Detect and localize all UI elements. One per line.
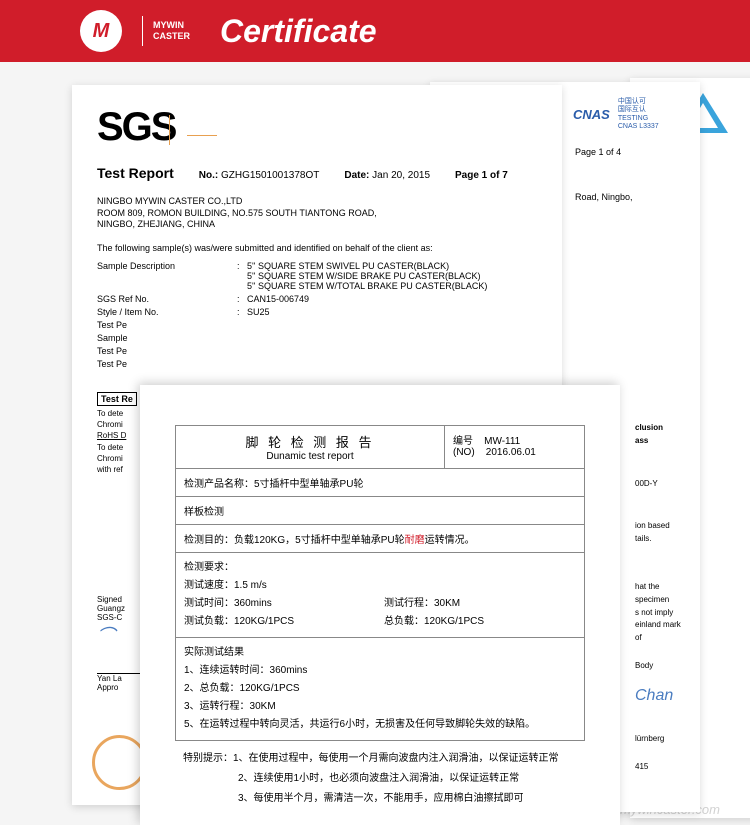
field-sample-desc: Sample Description: 5'' SQUARE STEM SWIV…	[97, 261, 537, 291]
header-bar: M MYWIN CASTER Certificate	[0, 0, 750, 62]
dyn-notes: 特别提示：1、在使用过程中，每使用一个月需向波盘内注入润滑油，以保证运转正常 2…	[175, 741, 585, 817]
cnas-brand: CNAS	[573, 107, 610, 122]
dyn-no-cell: 编号 MW-111 (NO) 2016.06.01	[445, 426, 585, 469]
field-style: Style / Item No.: SU25	[97, 307, 537, 317]
doc-dynamic: 脚 轮 检 测 报 告 Dunamic test report 编号 MW-11…	[140, 385, 620, 825]
cnas-addr: Road, Ningbo,	[575, 192, 685, 202]
cnas-signature: Chan	[635, 683, 685, 709]
brand-line1: MYWIN	[153, 20, 190, 31]
cnas-brand-block: CNAS	[573, 107, 610, 122]
dynamic-table: 脚 轮 检 测 报 告 Dunamic test report 编号 MW-11…	[175, 425, 585, 741]
dyn-title-cell: 脚 轮 检 测 报 告 Dunamic test report	[176, 426, 445, 469]
cnas-auth-text: 中国认可 国际互认 TESTING CNAS L3337	[618, 98, 659, 132]
report-title: Test Report	[97, 165, 174, 181]
address-block: NINGBO MYWIN CASTER CO.,LTD ROOM 809, RO…	[97, 196, 537, 231]
page-title: Certificate	[220, 13, 377, 50]
dyn-results: 实际测试结果 1、连续运转时间：360mins 2、总负载：120KG/1PCS…	[176, 638, 585, 741]
sgs-logo: SGS	[97, 105, 537, 150]
logo-letter: M	[93, 20, 110, 43]
report-title-row: Test Report No.: GZHG1501001378OT Date: …	[97, 165, 537, 181]
divider	[142, 16, 143, 46]
field-sgs-ref: SGS Ref No.: CAN15-006749	[97, 294, 537, 304]
dyn-requirements: 检测要求： 测试速度：1.5 m/s 测试时间：360mins测试行程：30KM…	[176, 553, 585, 638]
stamp-icon	[92, 735, 147, 790]
brand-text: MYWIN CASTER	[153, 20, 190, 42]
brand-line2: CASTER	[153, 31, 190, 42]
sample-intro: The following sample(s) was/were submitt…	[97, 243, 537, 253]
cnas-body: clusion ass 00D-Y ion based tails. hat t…	[635, 422, 685, 774]
logo-circle: M	[80, 10, 122, 52]
